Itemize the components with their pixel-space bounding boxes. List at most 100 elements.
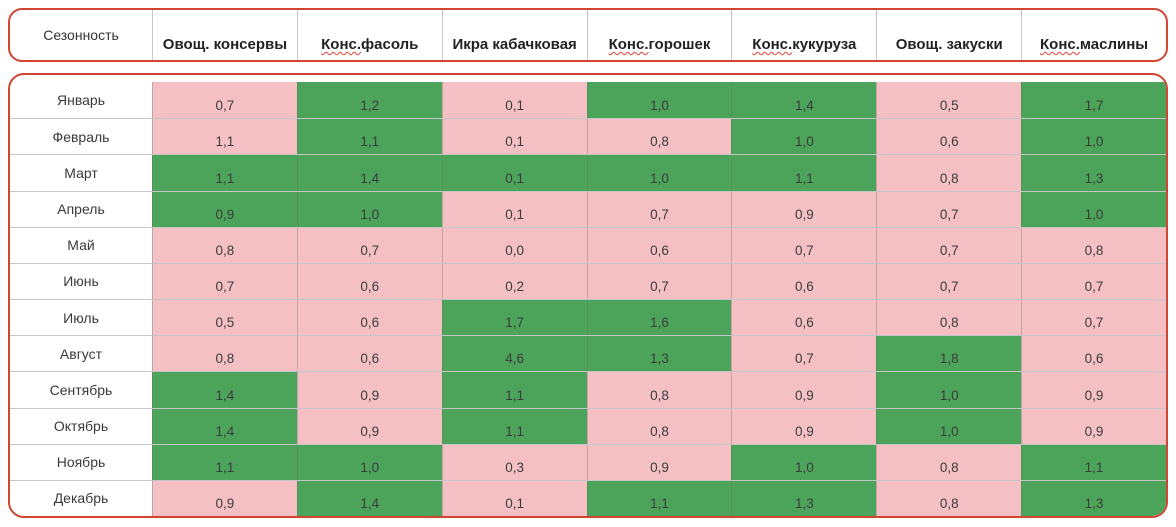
column-header-kons-kukuruza[interactable]: Конс. кукуруза <box>731 10 876 60</box>
column-header-ikra-kabachkovaya[interactable]: Икра кабачковая <box>441 10 587 60</box>
value-cell[interactable]: 0,3 <box>441 444 587 480</box>
month-label[interactable]: Август <box>10 336 152 372</box>
value-cell[interactable]: 0,7 <box>731 336 877 372</box>
value-cell[interactable]: 0,6 <box>876 119 1022 155</box>
value-cell[interactable]: 1,1 <box>152 119 297 155</box>
value-cell[interactable]: 1,0 <box>731 444 877 480</box>
value-cell[interactable]: 1,0 <box>1021 119 1166 155</box>
value-cell[interactable]: 0,6 <box>586 227 732 263</box>
month-label[interactable]: Ноябрь <box>10 444 152 480</box>
value-cell[interactable]: 1,0 <box>586 155 732 191</box>
value-cell[interactable]: 1,1 <box>152 444 297 480</box>
value-cell[interactable]: 1,7 <box>441 300 587 336</box>
value-cell[interactable]: 0,8 <box>586 408 732 444</box>
value-cell[interactable]: 1,0 <box>731 119 877 155</box>
column-header-kons-masliny[interactable]: Конс. маслины <box>1021 10 1166 60</box>
value-cell[interactable]: 1,4 <box>296 155 442 191</box>
value-cell[interactable]: 1,1 <box>152 155 297 191</box>
value-cell[interactable]: 0,8 <box>586 372 732 408</box>
value-cell[interactable]: 0,7 <box>876 263 1022 299</box>
value-cell[interactable]: 0,9 <box>1021 372 1166 408</box>
value-cell[interactable]: 1,4 <box>296 480 442 516</box>
value-cell[interactable]: 1,1 <box>1021 444 1166 480</box>
column-header-kons-goroshek[interactable]: Конс. горошек <box>586 10 732 60</box>
value-cell[interactable]: 0,7 <box>1021 300 1166 336</box>
column-header-kons-fasol[interactable]: Конс. фасоль <box>296 10 442 60</box>
value-cell[interactable]: 1,1 <box>441 408 587 444</box>
value-cell[interactable]: 1,0 <box>296 444 442 480</box>
value-cell[interactable]: 1,1 <box>586 480 732 516</box>
value-cell[interactable]: 0,7 <box>296 227 442 263</box>
value-cell[interactable]: 1,4 <box>152 408 297 444</box>
value-cell[interactable]: 1,0 <box>296 191 442 227</box>
value-cell[interactable]: 1,1 <box>731 155 877 191</box>
month-label[interactable]: Сентябрь <box>10 372 152 408</box>
value-cell[interactable]: 0,7 <box>876 191 1022 227</box>
value-cell[interactable]: 0,9 <box>1021 408 1166 444</box>
value-cell[interactable]: 4,6 <box>441 336 587 372</box>
column-header-ovosh-konservy[interactable]: Овощ. консервы <box>152 10 297 60</box>
value-cell[interactable]: 0,8 <box>586 119 732 155</box>
month-label[interactable]: Декабрь <box>10 480 152 516</box>
value-cell[interactable]: 0,7 <box>876 227 1022 263</box>
value-cell[interactable]: 1,1 <box>441 372 587 408</box>
value-cell[interactable]: 0,8 <box>152 336 297 372</box>
month-label[interactable]: Февраль <box>10 119 152 155</box>
value-cell[interactable]: 0,8 <box>876 480 1022 516</box>
value-cell[interactable]: 1,6 <box>586 300 732 336</box>
value-cell[interactable]: 1,1 <box>296 119 442 155</box>
value-cell[interactable]: 0,9 <box>731 408 877 444</box>
value-cell[interactable]: 0,5 <box>876 82 1022 119</box>
value-cell[interactable]: 1,0 <box>876 408 1022 444</box>
value-cell[interactable]: 0,9 <box>152 191 297 227</box>
value-cell[interactable]: 0,2 <box>441 263 587 299</box>
value-cell[interactable]: 0,6 <box>296 263 442 299</box>
value-cell[interactable]: 0,5 <box>152 300 297 336</box>
month-label[interactable]: Октябрь <box>10 408 152 444</box>
value-cell[interactable]: 1,3 <box>1021 480 1166 516</box>
value-cell[interactable]: 0,6 <box>1021 336 1166 372</box>
value-cell[interactable]: 1,4 <box>731 82 877 119</box>
value-cell[interactable]: 0,1 <box>441 82 587 119</box>
value-cell[interactable]: 1,0 <box>1021 191 1166 227</box>
value-cell[interactable]: 0,1 <box>441 480 587 516</box>
value-cell[interactable]: 1,3 <box>586 336 732 372</box>
month-label[interactable]: Апрель <box>10 191 152 227</box>
value-cell[interactable]: 0,9 <box>731 372 877 408</box>
value-cell[interactable]: 0,6 <box>296 336 442 372</box>
month-label[interactable]: Июнь <box>10 263 152 299</box>
value-cell[interactable]: 1,0 <box>876 372 1022 408</box>
value-cell[interactable]: 0,9 <box>731 191 877 227</box>
value-cell[interactable]: 1,7 <box>1021 82 1166 119</box>
value-cell[interactable]: 0,9 <box>296 408 442 444</box>
value-cell[interactable]: 0,9 <box>152 480 297 516</box>
value-cell[interactable]: 1,4 <box>152 372 297 408</box>
value-cell[interactable]: 0,8 <box>1021 227 1166 263</box>
value-cell[interactable]: 0,8 <box>152 227 297 263</box>
value-cell[interactable]: 0,8 <box>876 300 1022 336</box>
value-cell[interactable]: 0,8 <box>876 444 1022 480</box>
value-cell[interactable]: 0,8 <box>876 155 1022 191</box>
month-label[interactable]: Март <box>10 155 152 191</box>
month-label[interactable]: Май <box>10 227 152 263</box>
value-cell[interactable]: 0,7 <box>152 82 297 119</box>
value-cell[interactable]: 1,0 <box>586 82 732 119</box>
value-cell[interactable]: 0,7 <box>152 263 297 299</box>
value-cell[interactable]: 0,6 <box>731 300 877 336</box>
value-cell[interactable]: 0,9 <box>586 444 732 480</box>
value-cell[interactable]: 0,0 <box>441 227 587 263</box>
value-cell[interactable]: 0,1 <box>441 191 587 227</box>
value-cell[interactable]: 1,3 <box>731 480 877 516</box>
value-cell[interactable]: 0,1 <box>441 119 587 155</box>
value-cell[interactable]: 0,7 <box>586 191 732 227</box>
value-cell[interactable]: 0,7 <box>586 263 732 299</box>
value-cell[interactable]: 0,6 <box>296 300 442 336</box>
value-cell[interactable]: 0,6 <box>731 263 877 299</box>
season-header-cell[interactable]: Сезонность <box>10 10 152 60</box>
value-cell[interactable]: 0,7 <box>1021 263 1166 299</box>
value-cell[interactable]: 0,7 <box>731 227 877 263</box>
value-cell[interactable]: 1,3 <box>1021 155 1166 191</box>
value-cell[interactable]: 1,2 <box>296 82 442 119</box>
value-cell[interactable]: 0,9 <box>296 372 442 408</box>
value-cell[interactable]: 0,1 <box>441 155 587 191</box>
